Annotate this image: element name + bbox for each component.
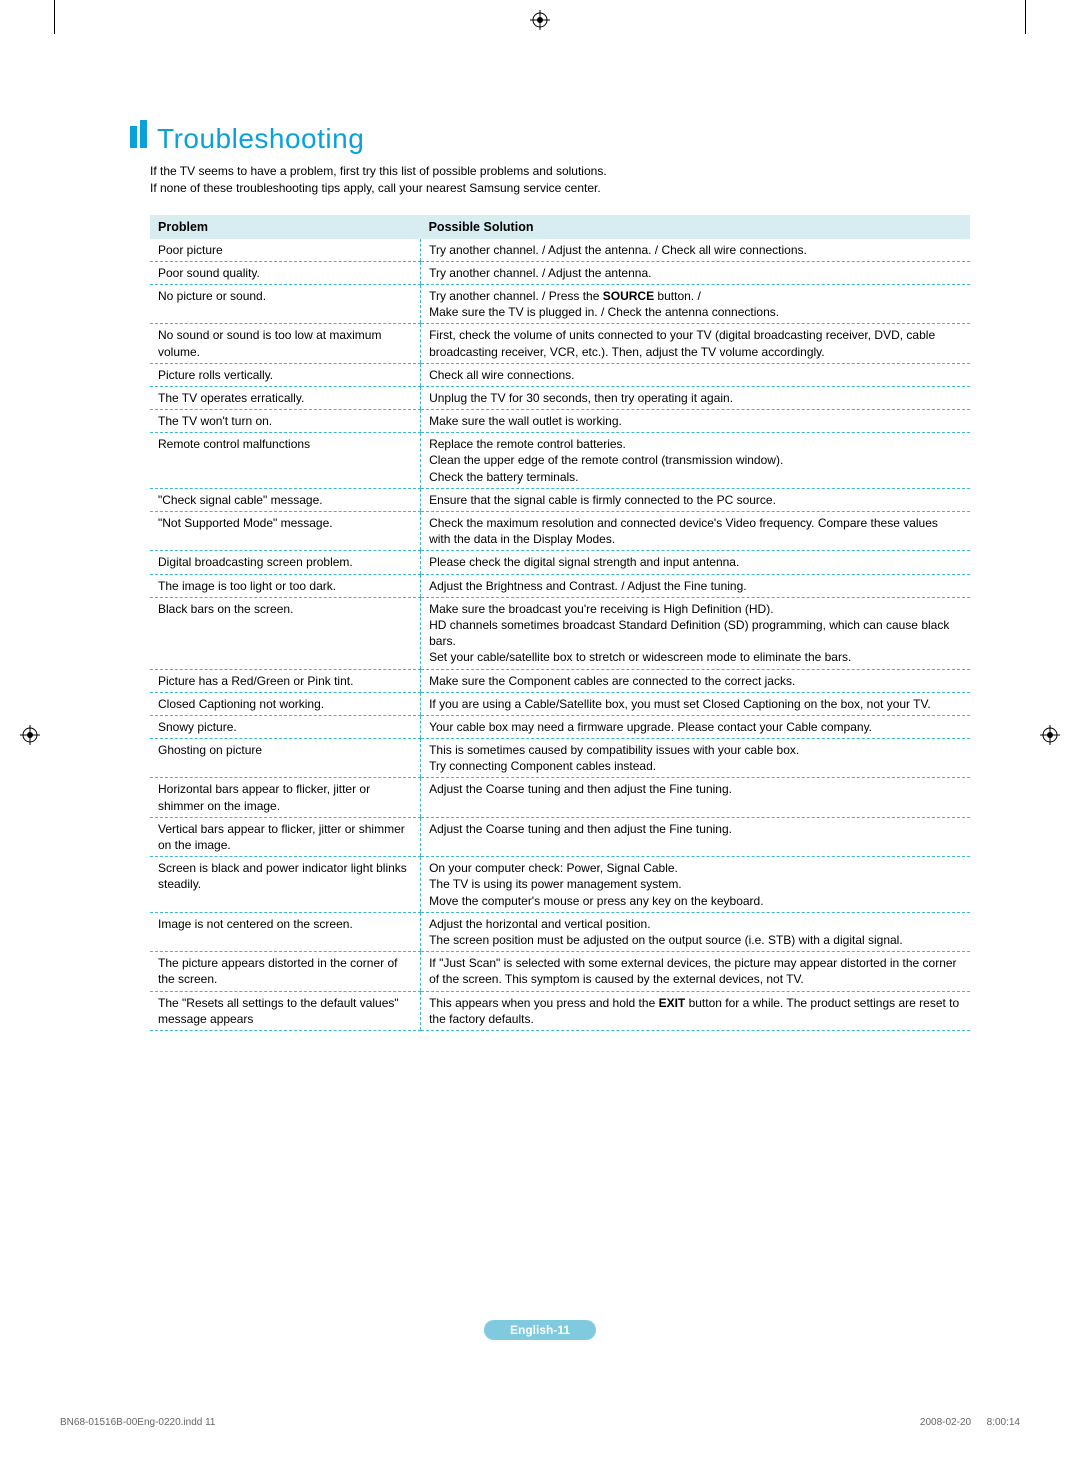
registration-mark-icon [530,10,550,30]
problem-cell: Screen is black and power indicator ligh… [150,857,421,913]
registration-mark-icon [20,725,40,745]
problem-cell: Digital broadcasting screen problem. [150,551,421,574]
intro-text: If the TV seems to have a problem, first… [150,163,970,197]
problem-cell: Vertical bars appear to flicker, jitter … [150,817,421,856]
table-row: Poor sound quality.Try another channel. … [150,261,970,284]
solution-cell: If "Just Scan" is selected with some ext… [421,952,970,991]
col-header-solution: Possible Solution [421,215,970,239]
solution-cell: Adjust the Coarse tuning and then adjust… [421,817,970,856]
solution-cell: Check all wire connections. [421,363,970,386]
problem-cell: Picture rolls vertically. [150,363,421,386]
table-row: The image is too light or too dark.Adjus… [150,574,970,597]
solution-cell: Replace the remote control batteries.Cle… [421,433,970,489]
footer-timestamp: 2008-02-20 8:00:14 [920,1417,1020,1428]
table-row: No sound or sound is too low at maximum … [150,324,970,363]
title-bars-icon [130,120,147,148]
solution-cell: Adjust the horizontal and vertical posit… [421,912,970,951]
problem-cell: Horizontal bars appear to flicker, jitte… [150,778,421,817]
table-row: Vertical bars appear to flicker, jitter … [150,817,970,856]
col-header-problem: Problem [150,215,421,239]
problem-cell: No picture or sound. [150,284,421,323]
solution-cell: Check the maximum resolution and connect… [421,512,970,551]
problem-cell: The "Resets all settings to the default … [150,991,421,1030]
table-row: Poor pictureTry another channel. / Adjus… [150,239,970,262]
solution-cell: Adjust the Coarse tuning and then adjust… [421,778,970,817]
table-row: Horizontal bars appear to flicker, jitte… [150,778,970,817]
problem-cell: "Check signal cable" message. [150,488,421,511]
table-row: "Check signal cable" message.Ensure that… [150,488,970,511]
solution-cell: Adjust the Brightness and Contrast. / Ad… [421,574,970,597]
problem-cell: Closed Captioning not working. [150,692,421,715]
problem-cell: Picture has a Red/Green or Pink tint. [150,669,421,692]
section-heading: Troubleshooting [130,120,970,155]
problem-cell: Poor picture [150,239,421,262]
solution-cell: This appears when you press and hold the… [421,991,970,1030]
table-row: The TV operates erratically.Unplug the T… [150,386,970,409]
solution-cell: Please check the digital signal strength… [421,551,970,574]
solution-cell: On your computer check: Power, Signal Ca… [421,857,970,913]
registration-mark-icon [1040,725,1060,745]
table-row: The picture appears distorted in the cor… [150,952,970,991]
table-row: Ghosting on pictureThis is sometimes cau… [150,739,970,778]
footer-file: BN68-01516B-00Eng-0220.indd 11 [60,1417,216,1428]
problem-cell: Poor sound quality. [150,261,421,284]
table-row: Digital broadcasting screen problem.Plea… [150,551,970,574]
solution-cell: Make sure the broadcast you're receiving… [421,597,970,669]
solution-cell: Try another channel. / Adjust the antenn… [421,239,970,262]
table-row: Image is not centered on the screen.Adju… [150,912,970,951]
solution-cell: Ensure that the signal cable is firmly c… [421,488,970,511]
table-row: The "Resets all settings to the default … [150,991,970,1030]
problem-cell: Remote control malfunctions [150,433,421,489]
problem-cell: The TV won't turn on. [150,410,421,433]
problem-cell: Ghosting on picture [150,739,421,778]
solution-cell: Try another channel. / Press the SOURCE … [421,284,970,323]
solution-cell: Try another channel. / Adjust the antenn… [421,261,970,284]
table-row: Screen is black and power indicator ligh… [150,857,970,913]
table-row: Picture has a Red/Green or Pink tint.Mak… [150,669,970,692]
solution-cell: First, check the volume of units connect… [421,324,970,363]
solution-cell: Unplug the TV for 30 seconds, then try o… [421,386,970,409]
solution-cell: This is sometimes caused by compatibilit… [421,739,970,778]
problem-cell: Image is not centered on the screen. [150,912,421,951]
table-row: Snowy picture.Your cable box may need a … [150,715,970,738]
table-row: The TV won't turn on.Make sure the wall … [150,410,970,433]
problem-cell: No sound or sound is too low at maximum … [150,324,421,363]
print-footer: BN68-01516B-00Eng-0220.indd 11 2008-02-2… [60,1417,1020,1428]
problem-cell: The image is too light or too dark. [150,574,421,597]
solution-cell: Make sure the wall outlet is working. [421,410,970,433]
solution-cell: Make sure the Component cables are conne… [421,669,970,692]
table-row: Picture rolls vertically.Check all wire … [150,363,970,386]
problem-cell: "Not Supported Mode" message. [150,512,421,551]
table-row: "Not Supported Mode" message.Check the m… [150,512,970,551]
section-title: Troubleshooting [157,123,364,155]
solution-cell: If you are using a Cable/Satellite box, … [421,692,970,715]
table-row: Closed Captioning not working.If you are… [150,692,970,715]
troubleshooting-table: Problem Possible Solution Poor pictureTr… [150,215,970,1031]
page-number-badge: English-11 [484,1320,596,1340]
table-row: No picture or sound.Try another channel.… [150,284,970,323]
solution-cell: Your cable box may need a firmware upgra… [421,715,970,738]
problem-cell: Black bars on the screen. [150,597,421,669]
problem-cell: Snowy picture. [150,715,421,738]
table-row: Remote control malfunctionsReplace the r… [150,433,970,489]
table-row: Black bars on the screen.Make sure the b… [150,597,970,669]
problem-cell: The TV operates erratically. [150,386,421,409]
problem-cell: The picture appears distorted in the cor… [150,952,421,991]
